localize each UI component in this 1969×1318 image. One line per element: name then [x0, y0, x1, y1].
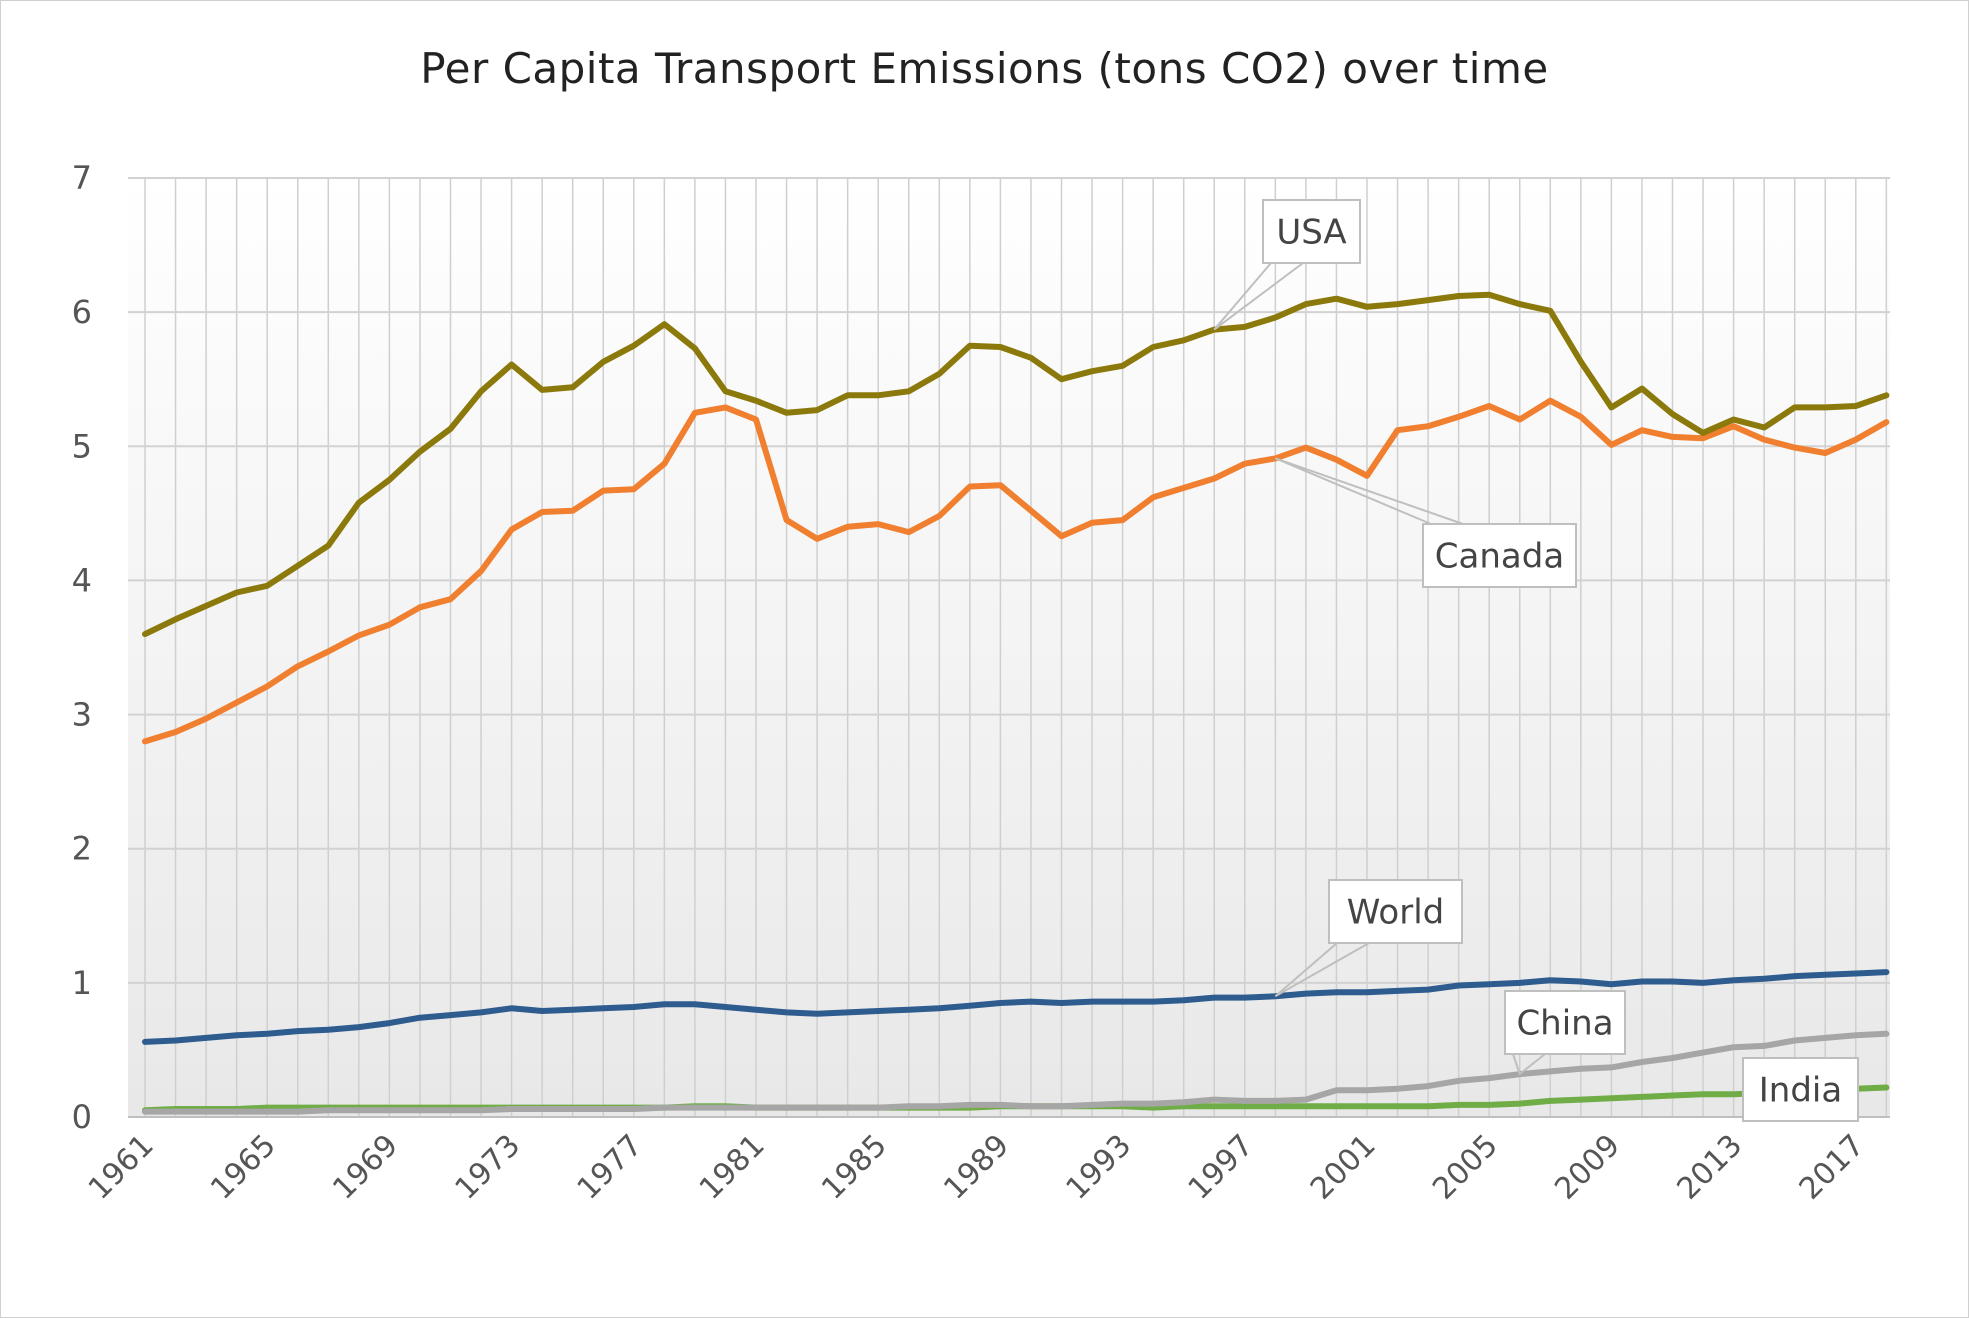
- y-tick-label: 4: [72, 561, 92, 599]
- y-tick-label: 3: [72, 696, 92, 734]
- series-line-usa: [142, 291, 1890, 638]
- x-tick-label: 2009: [1548, 1128, 1627, 1207]
- series-line-canada: [142, 397, 1890, 745]
- callout-leader: [1274, 942, 1370, 998]
- y-tick-label: 2: [72, 830, 92, 868]
- callout-text: USA: [1276, 213, 1346, 253]
- callout-box: [1328, 879, 1463, 944]
- x-tick-label: 1977: [571, 1128, 650, 1207]
- callout-canada: Canada: [1274, 457, 1577, 588]
- vertical-gridlines: [144, 178, 1888, 1117]
- x-tick-label: 1965: [204, 1128, 283, 1207]
- x-tick-label: 2005: [1426, 1128, 1505, 1207]
- callout-box: [1262, 199, 1361, 264]
- x-tick-label: 1997: [1182, 1128, 1261, 1207]
- series-line-china: [142, 1030, 1890, 1115]
- x-tick-label: 1973: [449, 1128, 528, 1207]
- callout-box: [1742, 1057, 1859, 1122]
- x-axis-tick-labels: 1961 1965 1969 1973 1977 1981 1985 1989 1993 1997…: [82, 1128, 1872, 1207]
- y-tick-label: 5: [72, 427, 92, 465]
- x-tick-label: 1993: [1060, 1128, 1139, 1207]
- x-tick-label: 1969: [326, 1128, 405, 1207]
- x-tick-label: 1989: [937, 1128, 1016, 1207]
- x-tick-label: 2017: [1793, 1128, 1872, 1207]
- x-tick-label: 1981: [693, 1128, 772, 1207]
- callout-text: Canada: [1435, 537, 1564, 577]
- callout-usa: USA: [1213, 199, 1361, 331]
- series-lines: [142, 291, 1890, 1115]
- callout-leader: [1512, 1053, 1546, 1076]
- callout-leader: [1274, 457, 1464, 525]
- y-tick-label: 6: [72, 293, 92, 331]
- y-axis-tick-labels: 0 1 2 3 4 5 6 7: [72, 159, 92, 1136]
- callout-box: [1504, 990, 1626, 1055]
- x-tick-label: 1961: [82, 1128, 161, 1207]
- callout-text: China: [1516, 1004, 1613, 1044]
- callout-india: India: [1742, 1057, 1859, 1122]
- y-tick-label: 0: [72, 1098, 92, 1136]
- x-tick-label: 2001: [1304, 1128, 1383, 1207]
- callout-world: World: [1274, 879, 1463, 998]
- y-tick-label: 7: [72, 159, 92, 197]
- chart-title: Per Capita Transport Emissions (tons CO2…: [420, 44, 1549, 93]
- callout-text: India: [1759, 1071, 1842, 1111]
- callout-box: [1422, 523, 1577, 588]
- callout-labels: USA Canada World China India: [1213, 199, 1859, 1122]
- horizontal-gridlines: [128, 177, 1890, 1118]
- y-tick-label: 1: [72, 964, 92, 1002]
- callout-text: World: [1347, 893, 1444, 933]
- plot-area: [128, 178, 1890, 1117]
- x-tick-label: 1985: [815, 1128, 894, 1207]
- callout-china: China: [1504, 990, 1626, 1076]
- callout-leader: [1213, 262, 1304, 331]
- x-tick-label: 2013: [1671, 1128, 1750, 1207]
- series-line-world: [142, 969, 1890, 1045]
